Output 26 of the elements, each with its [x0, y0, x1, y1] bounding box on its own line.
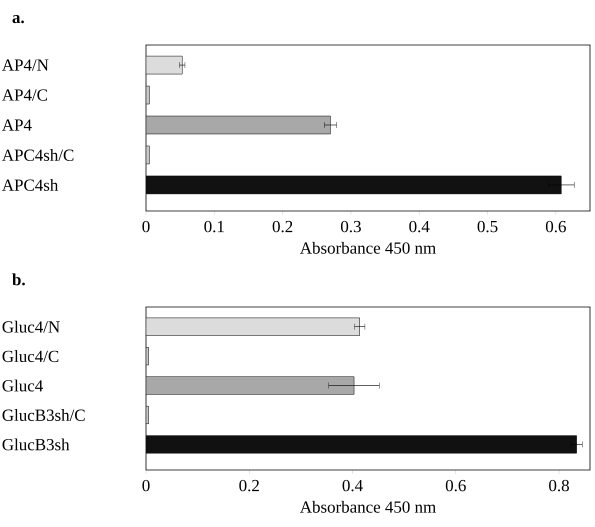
x-tick-label: 0.2: [272, 220, 292, 232]
y-tick-label: GlucB3sh: [2, 438, 70, 450]
x-tick-label: 0.5: [478, 220, 498, 232]
x-tick-label: 0.6: [446, 480, 466, 492]
y-tick-label: APC4sh: [2, 178, 58, 191]
y-tick-label: APC4sh/C: [2, 149, 74, 161]
y-tick-label: AP4: [2, 119, 32, 131]
y-tick-label: Gluc4: [2, 380, 43, 392]
x-tick-label: 0.1: [204, 220, 224, 232]
chart-title: b.: [12, 273, 25, 286]
y-tick-label: Gluc4/C: [2, 350, 58, 362]
x-tick-label: 0: [142, 220, 150, 232]
x-axis-title: Absorbance 450 nm: [300, 242, 436, 254]
x-tick-label: 0: [142, 480, 150, 492]
y-tick-label: Gluc4/N: [2, 320, 60, 333]
x-tick-label: 0.4: [409, 220, 430, 232]
x-tick-label: 0.3: [340, 220, 361, 232]
chart-title: a.: [12, 15, 24, 24]
x-axis-title: Absorbance 450 nm: [300, 500, 436, 513]
y-tick-label: GlucB3sh/C: [2, 409, 85, 421]
x-tick-label: 0.4: [342, 480, 363, 492]
y-tick-label: AP4/C: [2, 89, 48, 101]
x-tick-label: 0.8: [549, 480, 569, 492]
x-tick-label: 0.6: [546, 220, 566, 232]
y-tick-label: AP4/N: [2, 59, 49, 71]
x-tick-label: 0.2: [239, 480, 259, 492]
